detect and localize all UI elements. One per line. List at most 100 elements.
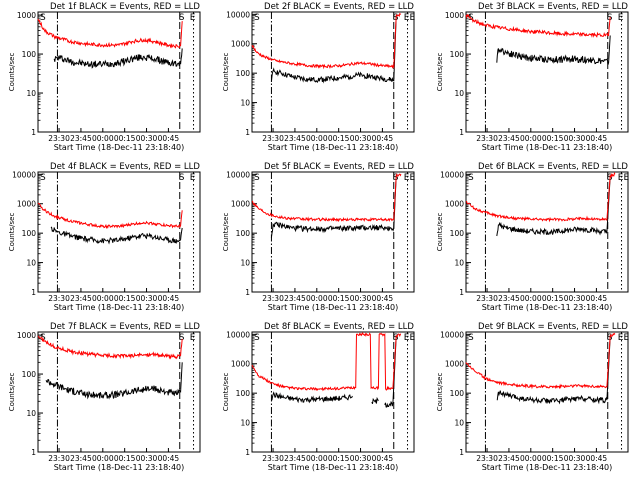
x-tick-label: 00:00 [306, 454, 328, 463]
panel-8: Det 8f BLACK = Events, RED = LLD 1 10 100 10… [222, 322, 416, 472]
y-tick-label: 10 [454, 419, 464, 428]
x-tick-label: 00:45 [586, 134, 608, 143]
x-axis-label: Start Time (18-Dec-11 23:18:40) [54, 463, 185, 472]
y-axis-label: Counts/sec [8, 53, 16, 92]
panel-title: Det 1f BLACK = Events, RED = LLD [50, 2, 200, 12]
x-tick-label: 00:45 [372, 134, 394, 143]
y-tick-label: 1 [31, 128, 36, 137]
x-axis-label: Start Time (18-Dec-11 23:18:40) [482, 303, 613, 312]
x-tick-label: 00:15 [328, 454, 350, 463]
x-tick-label: 00:45 [372, 294, 394, 303]
x-tick-label: 00:00 [92, 134, 114, 143]
y-tick-label: 1000 [17, 331, 36, 340]
x-tick-label: 00:15 [542, 134, 564, 143]
lld-series-line [251, 332, 402, 392]
panel-5: Det 5f BLACK = Events, RED = LLD 1 10 100 10… [222, 162, 416, 312]
x-axis-label: Start Time (18-Dec-11 23:18:40) [268, 143, 399, 152]
x-tick-label: 00:00 [520, 134, 542, 143]
region-marker: S [40, 333, 46, 343]
x-tick-label: 00:30 [136, 294, 158, 303]
x-tick-label: 23:45 [70, 454, 92, 463]
x-tick-label: 00:45 [586, 294, 608, 303]
region-marker: S [179, 333, 185, 343]
x-axis-label: Start Time (18-Dec-11 23:18:40) [268, 463, 399, 472]
y-tick-label: 1000 [231, 40, 250, 49]
events-series-line [45, 362, 183, 400]
lld-series-line [252, 173, 402, 223]
y-tick-label: 10 [454, 259, 464, 268]
y-tick-label: 10000 [12, 170, 36, 179]
y-tick-label: 1 [245, 128, 250, 137]
region-marker: S [40, 13, 46, 23]
x-tick-label: 00:30 [564, 134, 586, 143]
x-axis-label: Start Time (18-Dec-11 23:18:40) [482, 143, 613, 152]
y-tick-label: 1 [31, 288, 36, 297]
x-tick-label: 00:15 [542, 454, 564, 463]
y-tick-label: 100 [236, 389, 251, 398]
x-tick-label: 23:30 [476, 134, 498, 143]
y-tick-label: 1 [459, 288, 464, 297]
panel-title: Det 7f BLACK = Events, RED = LLD [50, 322, 200, 332]
region-marker: E [410, 173, 416, 183]
plot-frame [465, 331, 629, 453]
y-tick-label: 1 [31, 448, 36, 457]
panel-title: Det 3f BLACK = Events, RED = LLD [478, 2, 628, 12]
y-tick-label: 100 [22, 50, 37, 59]
y-tick-label: 10 [240, 259, 250, 268]
region-marker: E [404, 13, 410, 23]
x-tick-label: 00:00 [520, 294, 542, 303]
panel-4: Det 4f BLACK = Events, RED = LLD 1 10 100 10… [8, 162, 201, 312]
plot-frame [37, 331, 201, 453]
x-tick-label: 00:15 [328, 134, 350, 143]
x-tick-label: 23:45 [498, 294, 520, 303]
region-marker: S [254, 13, 260, 23]
lld-series-line [465, 171, 616, 223]
panel-2: Det 2f BLACK = Events, RED = LLD 1 10 100 10… [222, 2, 416, 152]
y-tick-label: 1000 [445, 200, 464, 209]
region-marker: E [624, 173, 630, 183]
region-marker: S [254, 333, 260, 343]
x-tick-label: 00:15 [328, 294, 350, 303]
x-tick-label: 23:45 [284, 134, 306, 143]
panel-title: Det 4f BLACK = Events, RED = LLD [50, 162, 200, 172]
y-tick-label: 1000 [231, 200, 250, 209]
x-tick-label: 00:00 [306, 294, 328, 303]
y-tick-label: 10 [240, 419, 250, 428]
x-tick-label: 00:45 [158, 454, 180, 463]
x-tick-label: 00:45 [586, 454, 608, 463]
y-tick-label: 100 [236, 229, 251, 238]
x-tick-label: 00:30 [136, 454, 158, 463]
plot-frame [37, 171, 201, 293]
x-tick-label: 23:45 [498, 134, 520, 143]
region-marker: E [624, 333, 630, 343]
panel-title: Det 5f BLACK = Events, RED = LLD [264, 162, 414, 172]
y-axis-label: Counts/sec [436, 373, 444, 412]
x-tick-label: 00:30 [350, 134, 372, 143]
region-marker: E [190, 13, 196, 23]
x-tick-label: 23:30 [48, 294, 70, 303]
events-series-line [50, 226, 183, 245]
y-tick-label: 10000 [440, 330, 464, 339]
lld-series-line [465, 13, 611, 38]
x-axis-label: Start Time (18-Dec-11 23:18:40) [482, 463, 613, 472]
panel-6: Det 6f BLACK = Events, RED = LLD 1 10 100 10… [436, 162, 630, 312]
region-marker: S [468, 173, 474, 183]
y-axis-label: Counts/sec [436, 53, 444, 92]
y-axis-label: Counts/sec [8, 213, 16, 252]
lld-series-line [251, 12, 402, 70]
x-tick-label: 00:45 [158, 294, 180, 303]
y-tick-label: 10000 [226, 170, 250, 179]
region-marker: S [179, 13, 185, 23]
y-tick-label: 100 [450, 50, 465, 59]
region-marker: E [410, 333, 416, 343]
panel-title: Det 8f BLACK = Events, RED = LLD [264, 322, 414, 332]
x-tick-label: 00:30 [136, 134, 158, 143]
y-tick-label: 10 [26, 89, 36, 98]
y-axis-label: Counts/sec [222, 53, 230, 92]
x-tick-label: 23:30 [48, 134, 70, 143]
x-tick-label: 23:30 [262, 134, 284, 143]
y-tick-label: 10 [454, 89, 464, 98]
lld-series-line [465, 332, 616, 390]
y-axis-label: Counts/sec [222, 213, 230, 252]
plot-frame [251, 11, 415, 133]
